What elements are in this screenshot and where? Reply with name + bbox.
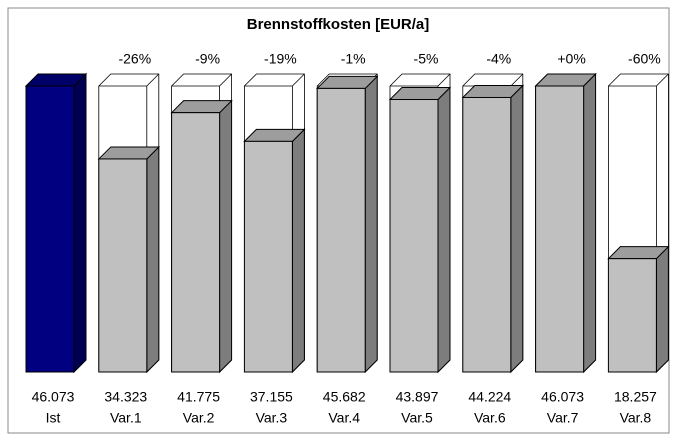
bar	[25, 85, 75, 373]
bar	[535, 85, 585, 373]
change-label: +0%	[557, 51, 585, 67]
bar-side	[437, 86, 451, 374]
bar	[316, 87, 366, 373]
x-tick-label: Var.8	[620, 410, 652, 426]
change-label: -26%	[118, 51, 151, 67]
value-label: 41.775	[177, 389, 220, 405]
value-label: 34.323	[104, 389, 147, 405]
value-label: 37.155	[250, 389, 293, 405]
bar-side	[364, 75, 378, 374]
x-tick-label: Var.2	[183, 410, 215, 426]
x-tick-label: Var.1	[110, 410, 142, 426]
change-label: -5%	[414, 51, 439, 67]
value-label: 46.073	[541, 389, 584, 405]
reference-outline	[656, 73, 669, 87]
bar	[607, 258, 657, 373]
change-label: -60%	[628, 51, 661, 67]
bar	[243, 140, 293, 373]
bar	[171, 112, 221, 373]
value-label: 46.073	[32, 389, 75, 405]
change-label: -9%	[195, 51, 220, 67]
reference-outline	[146, 73, 160, 87]
reference-outline	[510, 73, 524, 87]
x-tick-label: Var.3	[256, 410, 288, 426]
bar	[389, 99, 439, 373]
bar-side	[510, 84, 524, 374]
bar-side	[73, 72, 87, 374]
value-label: 45.682	[323, 389, 366, 405]
reference-outline	[292, 73, 305, 87]
value-label: 18.257	[614, 389, 657, 405]
x-tick-label: Var.6	[474, 410, 506, 426]
bar	[98, 158, 148, 373]
bar-side	[291, 128, 305, 374]
bar-side	[583, 72, 597, 374]
bar-side	[146, 145, 160, 374]
bar-side	[655, 245, 669, 374]
bar	[462, 96, 512, 373]
change-label: -1%	[341, 51, 366, 67]
value-label: 43.897	[396, 389, 439, 405]
reference-outline	[437, 73, 451, 87]
change-label: -4%	[486, 51, 511, 67]
value-label: 44.224	[468, 389, 511, 405]
change-label: -19%	[264, 51, 297, 67]
bar-side	[219, 99, 233, 374]
chart-title: Brennstoffkosten [EUR/a]	[247, 16, 430, 33]
x-tick-label: Var.5	[401, 410, 433, 426]
x-tick-label: Ist	[46, 410, 61, 426]
x-tick-label: Var.7	[547, 410, 579, 426]
reference-outline	[219, 73, 232, 87]
x-tick-label: Var.4	[328, 410, 360, 426]
